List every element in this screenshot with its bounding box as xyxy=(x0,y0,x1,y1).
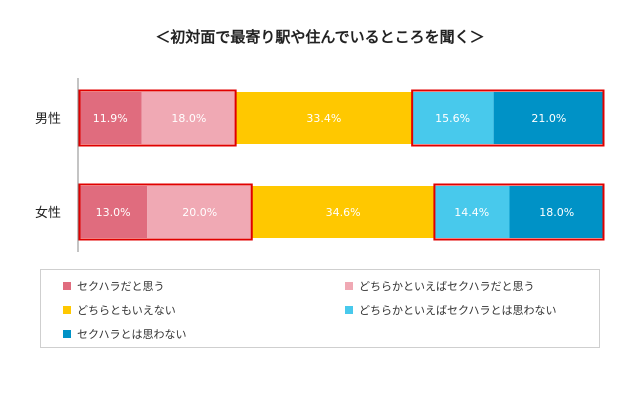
legend-swatch-agree xyxy=(63,282,71,290)
data-label-female-somewhat-agree: 20.0% xyxy=(182,206,217,219)
legend-label-somewhat-agree: どちらかといえばセクハラだと思う xyxy=(359,280,535,293)
category-label-female: 女性 xyxy=(35,205,61,221)
data-label-male-somewhat-agree: 18.0% xyxy=(171,112,206,125)
data-label-male-disagree: 21.0% xyxy=(531,112,566,125)
legend-label-disagree: セクハラとは思わない xyxy=(77,328,187,341)
bar-female-disagree xyxy=(509,186,604,238)
legend-item-agree: セクハラだと思う xyxy=(63,278,164,294)
highlight-box-male-agree-side xyxy=(78,89,237,147)
legend-item-neutral: どちらともいえない xyxy=(63,302,176,318)
highlight-box-female-disagree-side xyxy=(433,183,605,241)
legend-item-somewhat-disagree: どちらかといえばセクハラとは思わない xyxy=(345,302,556,318)
bar-area: 11.9% 18.0% 33.4% 15.6% 21.0% 男性 13.0% 20.0% 34.… xyxy=(35,89,605,241)
category-label-male: 男性 xyxy=(35,112,61,127)
data-label-female-disagree: 18.0% xyxy=(539,206,574,219)
highlight-box-female-agree-side xyxy=(78,183,253,241)
highlight-box-male-disagree-side xyxy=(411,89,605,147)
bar-female-agree xyxy=(79,186,148,238)
data-label-female-agree: 13.0% xyxy=(96,206,131,219)
bar-female-neutral xyxy=(252,186,434,238)
legend-item-somewhat-agree: どちらかといえばセクハラだと思う xyxy=(345,278,534,294)
legend: セクハラだと思う どちらかといえばセクハラだと思う どちらともいえない どちらか… xyxy=(40,269,600,348)
data-label-female-neutral: 34.6% xyxy=(326,206,361,219)
legend-swatch-disagree xyxy=(63,330,71,338)
legend-label-somewhat-disagree: どちらかといえばセクハラとは思わない xyxy=(359,304,557,317)
chart-title: ＜初対面で最寄り駅や住んでいるところを聞く＞ xyxy=(155,28,484,46)
legend-label-neutral: どちらともいえない xyxy=(77,304,176,317)
data-label-male-neutral: 33.4% xyxy=(306,112,341,125)
bar-male-somewhat-disagree xyxy=(411,92,494,144)
bar-male-disagree xyxy=(493,92,604,144)
bar-male-somewhat-agree xyxy=(141,92,237,144)
data-label-male-agree: 11.9% xyxy=(93,112,128,125)
bar-female-somewhat-disagree xyxy=(433,186,510,238)
legend-swatch-somewhat-disagree xyxy=(345,306,353,314)
legend-swatch-somewhat-agree xyxy=(345,282,353,290)
bar-female-somewhat-agree xyxy=(147,186,253,238)
data-label-male-somewhat-disagree: 15.6% xyxy=(435,112,470,125)
legend-item-disagree: セクハラとは思わない xyxy=(63,326,186,342)
bar-male-agree xyxy=(79,92,142,144)
data-label-female-somewhat-disagree: 14.4% xyxy=(454,206,489,219)
legend-label-agree: セクハラだと思う xyxy=(77,280,165,293)
legend-swatch-neutral xyxy=(63,306,71,314)
bar-male-neutral xyxy=(236,92,412,144)
